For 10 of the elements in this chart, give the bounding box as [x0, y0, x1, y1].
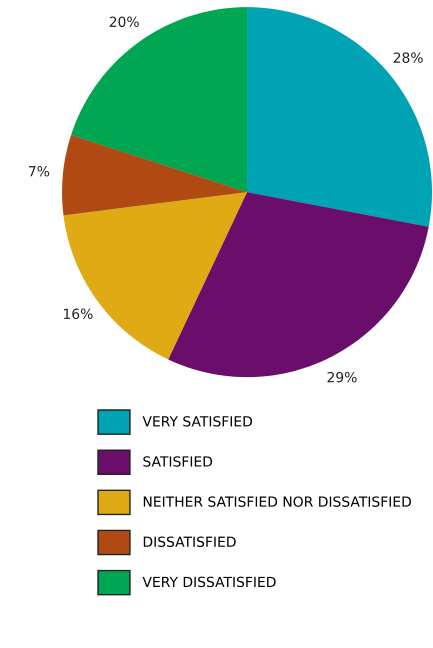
data-label: 28% — [394, 52, 423, 63]
data-label: 7% — [29, 166, 50, 176]
legend-label: NEITHER SATISFIED NOR DISSATISFIED — [144, 496, 411, 507]
data-label: 29% — [328, 372, 357, 382]
legend-label: DISSATISFIED — [144, 536, 236, 548]
legend-label: VERY SATISFIED — [142, 416, 252, 427]
legend-label: VERY DISSATISFIED — [142, 576, 276, 588]
data-label: 16% — [64, 308, 93, 320]
data-label: 20% — [110, 16, 139, 28]
legend-label: SATISFIED — [143, 456, 212, 467]
